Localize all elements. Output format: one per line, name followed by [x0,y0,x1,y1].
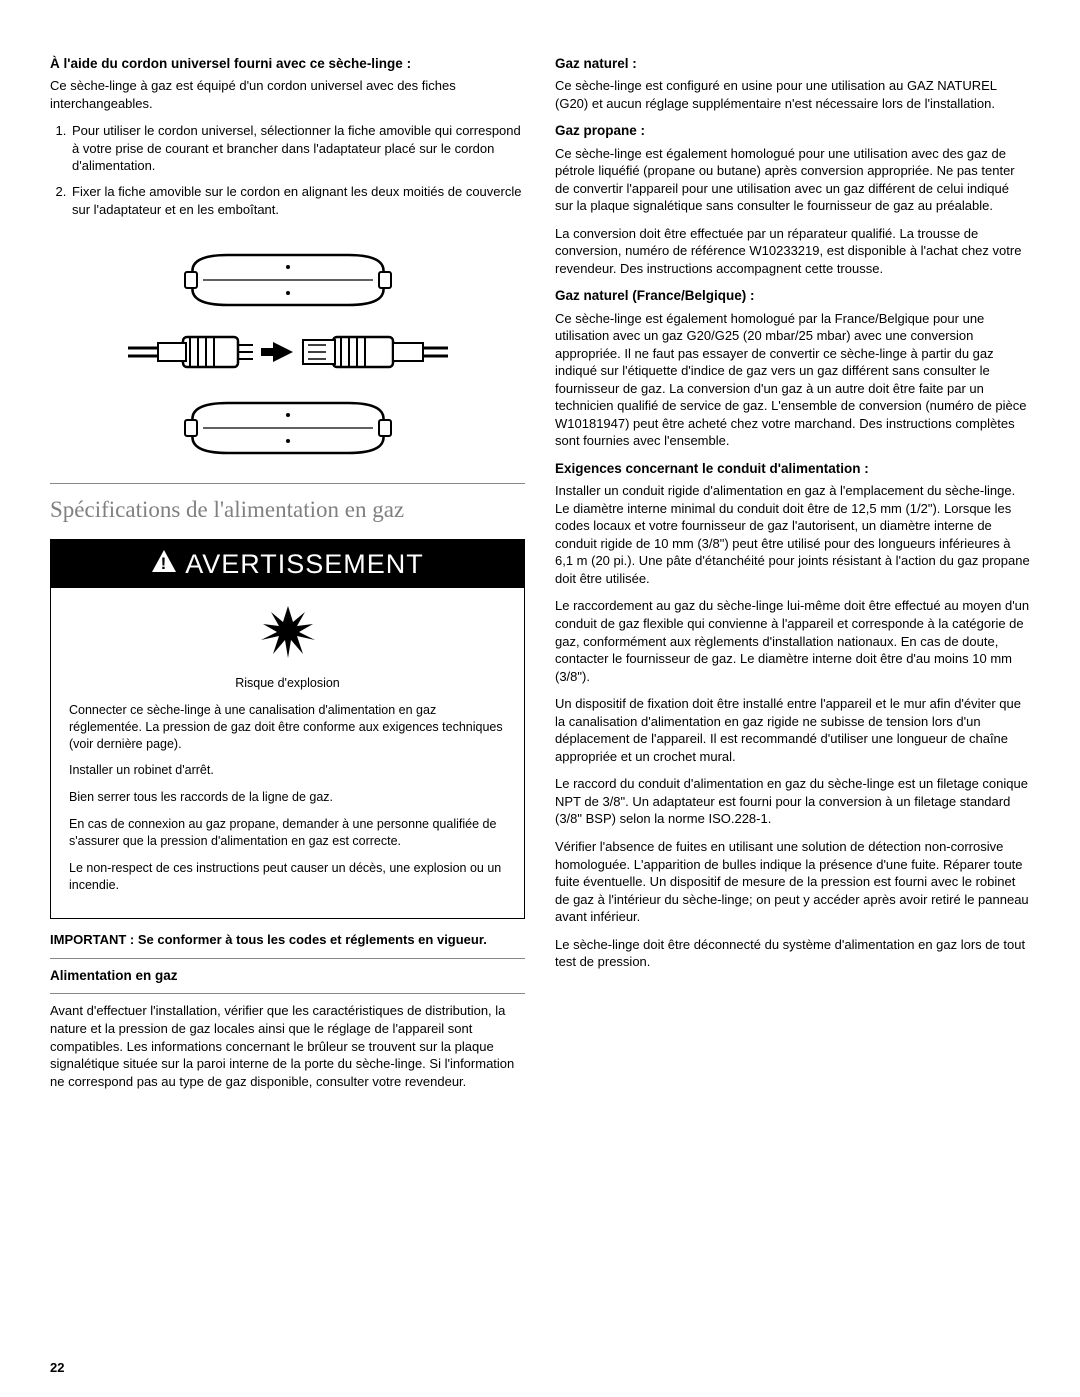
warning-p3: Bien serrer tous les raccords de la lign… [69,789,506,806]
alim-text: Avant d'effectuer l'installation, vérifi… [50,1002,525,1090]
risk-label: Risque d'explosion [69,675,506,692]
gp-head: Gaz propane : [555,122,1030,140]
warning-header: ! AVERTISSEMENT [51,540,524,588]
cord-step-1-text: Pour utiliser le cordon universel, sélec… [72,123,521,173]
important-note: IMPORTANT : Se conformer à tous les code… [50,931,525,949]
ex-p3: Un dispositif de fixation doit être inst… [555,695,1030,765]
gn-text: Ce sèche-linge est configuré en usine po… [555,77,1030,112]
ex-p4: Le raccord du conduit d'alimentation en … [555,775,1030,828]
gp-text2: La conversion doit être effectuée par un… [555,225,1030,278]
warning-box: ! AVERTISSEMENT Risque d'explosion Conne… [50,539,525,919]
ex-p1: Installer un conduit rigide d'alimentati… [555,482,1030,587]
gnfb-text: Ce sèche-linge est également homologué p… [555,310,1030,450]
ex-p6: Le sèche-linge doit être déconnecté du s… [555,936,1030,971]
ex-head: Exigences concernant le conduit d'alimen… [555,460,1030,478]
ex-p2: Le raccordement au gaz du sèche-linge lu… [555,597,1030,685]
cord-step-1: Pour utiliser le cordon universel, sélec… [70,122,525,175]
gp-text1: Ce sèche-linge est également homologué p… [555,145,1030,215]
gn-head: Gaz naturel : [555,55,1030,73]
alim-heading: Alimentation en gaz [50,967,525,985]
cord-diagram [50,240,525,465]
left-column: À l'aide du cordon universel fourni avec… [50,55,525,1357]
warning-triangle-icon: ! [151,546,177,582]
divider-1 [50,483,525,484]
svg-text:!: ! [161,554,168,573]
cord-intro: Ce sèche-linge à gaz est équipé d'un cor… [50,77,525,112]
page-number: 22 [50,1359,64,1377]
gas-spec-title: Spécifications de l'alimentation en gaz [50,494,525,525]
warning-p1: Connecter ce sèche-linge à une canalisat… [69,702,506,753]
ex-p5: Vérifier l'absence de fuites en utilisan… [555,838,1030,926]
warning-header-text: AVERTISSEMENT [185,546,424,582]
warning-body: Risque d'explosion Connecter ce sèche-li… [51,588,524,918]
warning-p4: En cas de connexion au gaz propane, dema… [69,816,506,850]
explosion-icon [69,604,506,665]
sub-divider-1 [50,958,525,959]
gnfb-head: Gaz naturel (France/Belgique) : [555,287,1030,305]
cord-step-2-text: Fixer la fiche amovible sur le cordon en… [72,184,521,217]
cord-step-2: Fixer la fiche amovible sur le cordon en… [70,183,525,218]
right-column: Gaz naturel : Ce sèche-linge est configu… [555,55,1030,1357]
warning-p5: Le non-respect de ces instructions peut … [69,860,506,894]
cord-steps-list: Pour utiliser le cordon universel, sélec… [50,122,525,218]
warning-p2: Installer un robinet d'arrêt. [69,762,506,779]
sub-divider-2 [50,993,525,994]
cord-heading: À l'aide du cordon universel fourni avec… [50,55,525,73]
